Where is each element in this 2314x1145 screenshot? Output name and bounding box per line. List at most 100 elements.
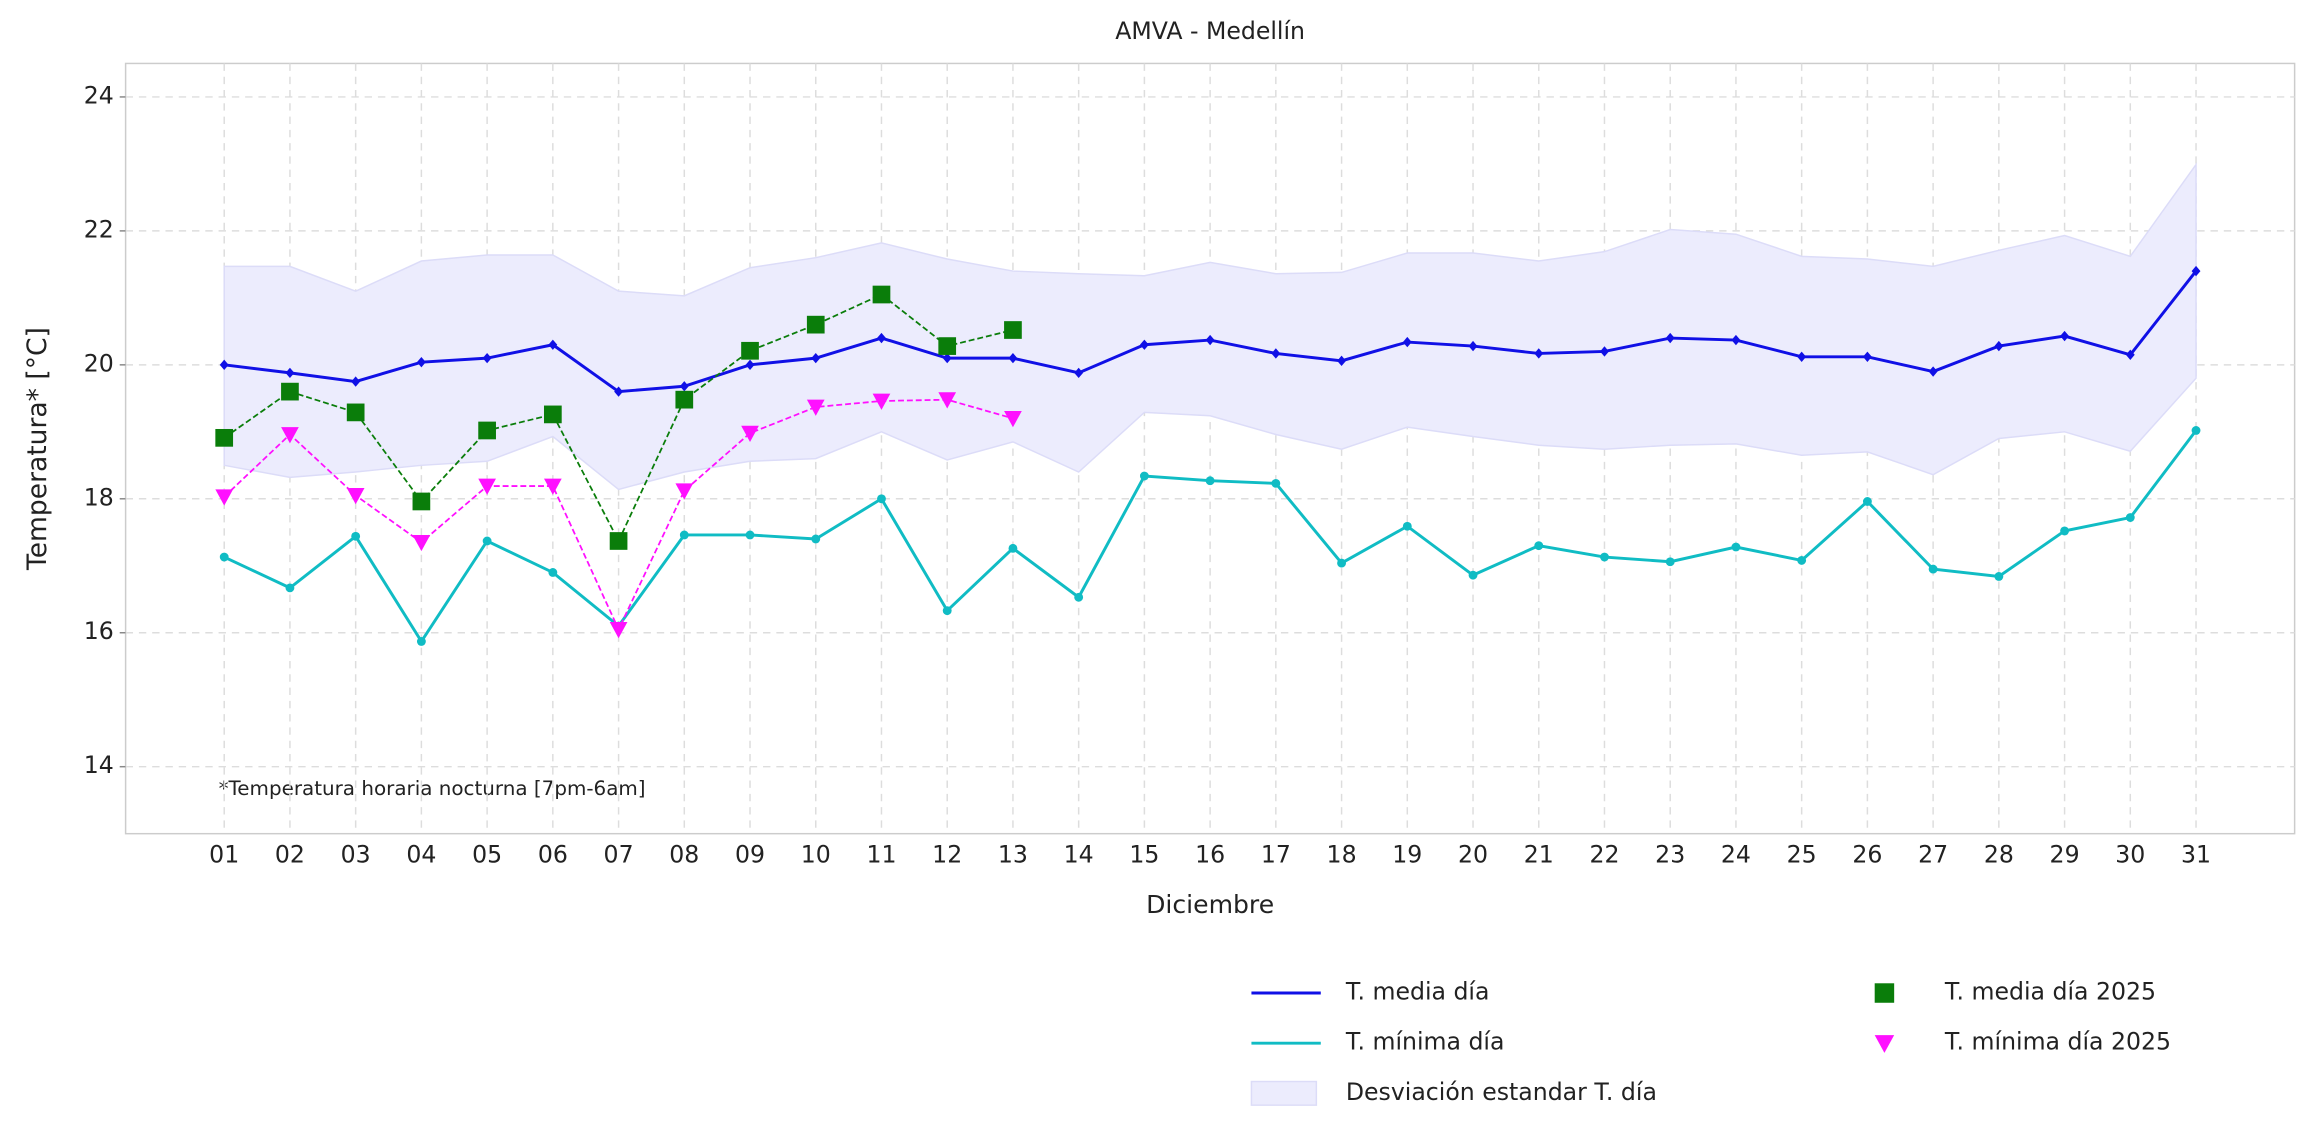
x-tick-label: 26 xyxy=(1852,840,1882,868)
marker xyxy=(219,552,229,562)
marker xyxy=(741,425,759,443)
marker xyxy=(1008,352,1018,364)
legend-label: T. mínima día xyxy=(1345,1028,1505,1056)
marker xyxy=(675,483,694,500)
marker xyxy=(806,399,825,416)
x-tick-label: 04 xyxy=(406,840,436,868)
marker xyxy=(478,478,496,495)
marker xyxy=(938,337,957,355)
marker xyxy=(548,568,558,577)
marker xyxy=(281,427,299,444)
marker xyxy=(877,332,886,344)
marker xyxy=(872,285,891,304)
y-tick-label: 20 xyxy=(84,349,114,377)
x-tick-label: 14 xyxy=(1064,840,1094,868)
x-tick-label: 20 xyxy=(1458,840,1488,868)
x-tick-label: 10 xyxy=(801,840,831,868)
x-tick-label: 17 xyxy=(1261,840,1291,868)
marker xyxy=(1004,321,1022,339)
marker xyxy=(1468,340,1478,352)
y-tick-label: 16 xyxy=(84,617,114,645)
marker xyxy=(1008,543,1018,553)
x-tick-label: 16 xyxy=(1195,840,1225,868)
marker xyxy=(215,489,234,506)
marker xyxy=(2191,265,2201,277)
legend-label: T. media día xyxy=(1345,978,1490,1006)
marker xyxy=(1665,332,1675,344)
y-axis-label: Temperatura* [°C] xyxy=(22,327,53,571)
marker xyxy=(1205,334,1215,346)
marker xyxy=(1534,348,1544,359)
marker xyxy=(1600,552,1609,562)
x-tick-label: 18 xyxy=(1327,840,1357,868)
marker xyxy=(609,532,628,550)
marker xyxy=(679,381,689,392)
marker xyxy=(1600,346,1609,357)
x-tick-label: 22 xyxy=(1589,840,1619,868)
x-tick-label: 31 xyxy=(2181,840,2211,868)
marker xyxy=(1271,348,1281,359)
x-tick-label: 12 xyxy=(932,840,962,868)
marker xyxy=(2060,526,2070,536)
marker xyxy=(1665,557,1675,567)
x-tick-label: 28 xyxy=(1984,840,2014,868)
marker xyxy=(675,390,694,409)
marker xyxy=(942,352,952,364)
marker xyxy=(543,478,562,495)
marker xyxy=(1534,541,1544,551)
marker xyxy=(219,359,229,371)
marker xyxy=(346,488,365,505)
marker xyxy=(1139,471,1149,481)
marker xyxy=(1862,497,1872,506)
marker xyxy=(1928,564,1938,574)
marker xyxy=(1994,572,2004,581)
marker xyxy=(482,352,492,364)
x-tick-label: 15 xyxy=(1129,840,1159,868)
marker xyxy=(1271,478,1281,488)
marker xyxy=(215,428,234,447)
legend-swatch xyxy=(1250,1080,1318,1106)
marker xyxy=(745,530,755,540)
marker xyxy=(741,341,759,360)
legend-label: T. mínima día 2025 xyxy=(1944,1028,2171,1056)
marker xyxy=(1862,351,1872,362)
x-axis-label: Diciembre xyxy=(1146,890,1274,919)
x-tick-label: 03 xyxy=(341,840,371,868)
marker xyxy=(938,392,957,409)
marker xyxy=(1731,334,1741,346)
marker xyxy=(872,393,891,410)
marker xyxy=(1994,340,2004,352)
marker xyxy=(1205,476,1215,486)
marker xyxy=(416,356,426,368)
marker xyxy=(811,534,821,544)
marker xyxy=(482,536,492,546)
marker xyxy=(478,421,496,440)
marker xyxy=(1797,351,1807,362)
marker xyxy=(1874,1035,1895,1053)
marker xyxy=(877,494,886,504)
legend-label: Desviación estandar T. día xyxy=(1346,1078,1657,1106)
chart-title: AMVA - Medellín xyxy=(1115,17,1305,45)
marker xyxy=(351,531,361,541)
marker xyxy=(285,583,295,593)
y-tick-label: 18 xyxy=(84,483,114,511)
marker xyxy=(679,530,689,540)
marker xyxy=(1004,411,1022,428)
x-tick-label: 02 xyxy=(275,840,305,868)
y-tick-label: 22 xyxy=(84,215,114,243)
marker xyxy=(416,637,426,646)
x-tick-label: 19 xyxy=(1392,840,1422,868)
marker xyxy=(412,534,431,552)
marker xyxy=(609,622,628,639)
x-tick-label: 30 xyxy=(2115,840,2145,868)
marker xyxy=(1797,555,1807,565)
x-tick-label: 24 xyxy=(1721,840,1751,868)
marker xyxy=(2191,426,2201,435)
marker xyxy=(412,492,431,511)
marker xyxy=(806,315,825,334)
std-band xyxy=(223,162,2197,491)
y-tick-label: 24 xyxy=(84,81,114,109)
marker xyxy=(1874,983,1895,1003)
marker xyxy=(2125,513,2135,522)
marker xyxy=(1337,558,1347,568)
